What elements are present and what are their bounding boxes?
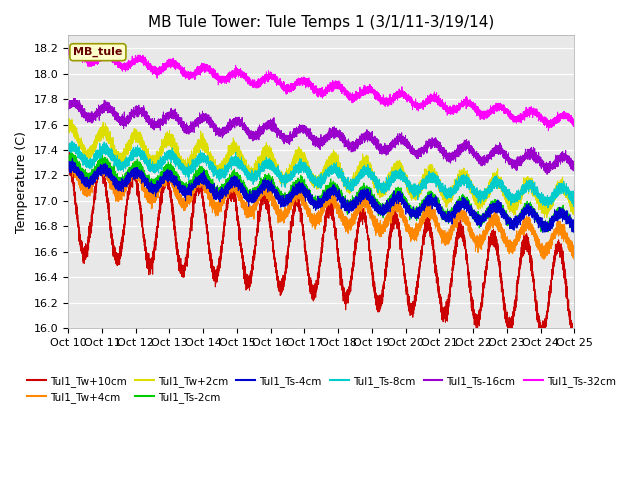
Tul1_Ts-4cm	[68, 156, 76, 161]
Tul1_Tw+2cm	[64, 120, 72, 126]
Tul1_Ts-2cm	[300, 180, 308, 186]
Tul1_Ts-16cm	[444, 155, 452, 160]
Tul1_Ts-4cm	[64, 165, 72, 171]
Tul1_Ts-16cm	[570, 166, 578, 171]
Tul1_Ts-2cm	[444, 216, 452, 222]
Tul1_Ts-8cm	[444, 195, 452, 201]
Tul1_Ts-32cm	[300, 75, 308, 81]
Tul1_Tw+10cm	[444, 302, 452, 308]
Tul1_Ts-4cm	[518, 212, 526, 217]
Tul1_Tw+4cm	[444, 234, 452, 240]
Tul1_Ts-8cm	[510, 198, 518, 204]
Tul1_Ts-32cm	[444, 110, 452, 116]
Line: Tul1_Ts-32cm: Tul1_Ts-32cm	[68, 45, 574, 131]
Tul1_Tw+10cm	[65, 149, 73, 155]
Tul1_Ts-4cm	[300, 185, 308, 191]
Tul1_Ts-8cm	[68, 138, 76, 144]
Line: Tul1_Ts-4cm: Tul1_Ts-4cm	[68, 158, 574, 232]
Tul1_Ts-32cm	[468, 103, 476, 109]
Tul1_Ts-2cm	[570, 230, 578, 236]
Tul1_Tw+4cm	[518, 223, 526, 228]
Tul1_Tw+10cm	[518, 246, 526, 252]
Line: Tul1_Ts-16cm: Tul1_Ts-16cm	[68, 98, 574, 174]
Tul1_Tw+4cm	[570, 253, 578, 259]
Tul1_Tw+4cm	[510, 245, 518, 251]
Tul1_Ts-32cm	[482, 113, 490, 119]
Tul1_Tw+10cm	[482, 269, 490, 275]
Text: MB_tule: MB_tule	[73, 47, 123, 57]
Tul1_Tw+10cm	[570, 341, 578, 347]
Tul1_Ts-16cm	[510, 157, 518, 163]
Tul1_Ts-32cm	[545, 128, 552, 133]
Tul1_Tw+4cm	[300, 199, 308, 205]
Tul1_Tw+2cm	[65, 116, 73, 121]
Tul1_Tw+10cm	[570, 334, 578, 340]
Tul1_Ts-16cm	[468, 150, 476, 156]
Line: Tul1_Tw+2cm: Tul1_Tw+2cm	[68, 119, 574, 218]
Tul1_Ts-8cm	[64, 146, 72, 152]
Tul1_Tw+2cm	[482, 198, 490, 204]
Tul1_Tw+4cm	[468, 230, 476, 236]
Tul1_Ts-4cm	[468, 204, 476, 210]
Tul1_Tw+10cm	[300, 233, 308, 239]
Tul1_Ts-4cm	[510, 222, 518, 228]
Legend: Tul1_Tw+10cm, Tul1_Tw+4cm, Tul1_Tw+2cm, Tul1_Ts-2cm, Tul1_Ts-4cm, Tul1_Ts-8cm, T: Tul1_Tw+10cm, Tul1_Tw+4cm, Tul1_Tw+2cm, …	[22, 372, 620, 407]
Tul1_Ts-2cm	[468, 212, 476, 218]
Tul1_Tw+10cm	[510, 304, 518, 310]
Tul1_Ts-4cm	[539, 229, 547, 235]
Line: Tul1_Ts-8cm: Tul1_Ts-8cm	[68, 141, 574, 208]
Tul1_Ts-8cm	[570, 202, 578, 207]
Tul1_Ts-2cm	[482, 215, 490, 221]
Tul1_Ts-32cm	[570, 119, 578, 124]
Tul1_Ts-2cm	[570, 230, 578, 236]
Tul1_Tw+2cm	[541, 215, 548, 221]
Tul1_Ts-8cm	[300, 161, 308, 167]
Tul1_Ts-4cm	[482, 212, 490, 217]
Tul1_Tw+2cm	[570, 208, 578, 214]
Line: Tul1_Tw+10cm: Tul1_Tw+10cm	[68, 152, 574, 344]
Tul1_Tw+2cm	[468, 184, 476, 190]
Tul1_Ts-2cm	[510, 220, 518, 226]
Tul1_Tw+4cm	[66, 153, 74, 159]
Tul1_Ts-32cm	[64, 50, 72, 56]
Tul1_Ts-4cm	[570, 226, 578, 232]
Tul1_Ts-8cm	[544, 205, 552, 211]
Tul1_Tw+4cm	[64, 155, 72, 161]
Tul1_Ts-8cm	[482, 192, 490, 197]
Tul1_Ts-2cm	[67, 150, 75, 156]
Tul1_Ts-2cm	[518, 206, 526, 212]
Line: Tul1_Ts-2cm: Tul1_Ts-2cm	[68, 153, 574, 233]
Tul1_Ts-16cm	[482, 157, 490, 163]
Tul1_Ts-16cm	[64, 101, 72, 107]
Tul1_Ts-16cm	[518, 154, 526, 160]
Line: Tul1_Tw+4cm: Tul1_Tw+4cm	[68, 156, 574, 260]
Tul1_Tw+2cm	[444, 195, 452, 201]
Tul1_Tw+4cm	[570, 257, 578, 263]
Tul1_Ts-8cm	[468, 181, 476, 187]
Tul1_Ts-16cm	[70, 96, 77, 101]
Tul1_Ts-32cm	[510, 116, 518, 122]
Tul1_Ts-8cm	[518, 187, 526, 192]
Tul1_Tw+10cm	[468, 298, 476, 304]
Tul1_Tw+2cm	[510, 209, 518, 215]
Tul1_Ts-16cm	[300, 125, 308, 131]
Tul1_Tw+10cm	[64, 161, 72, 167]
Tul1_Tw+2cm	[518, 182, 526, 188]
Tul1_Ts-4cm	[444, 214, 452, 220]
Tul1_Ts-32cm	[70, 42, 77, 48]
Y-axis label: Temperature (C): Temperature (C)	[15, 131, 28, 233]
Title: MB Tule Tower: Tule Temps 1 (3/1/11-3/19/14): MB Tule Tower: Tule Temps 1 (3/1/11-3/19…	[148, 15, 494, 30]
Tul1_Ts-32cm	[518, 113, 526, 119]
Tul1_Ts-16cm	[543, 171, 551, 177]
Tul1_Tw+4cm	[482, 229, 490, 235]
Tul1_Tw+2cm	[300, 156, 308, 161]
Tul1_Ts-2cm	[64, 162, 72, 168]
